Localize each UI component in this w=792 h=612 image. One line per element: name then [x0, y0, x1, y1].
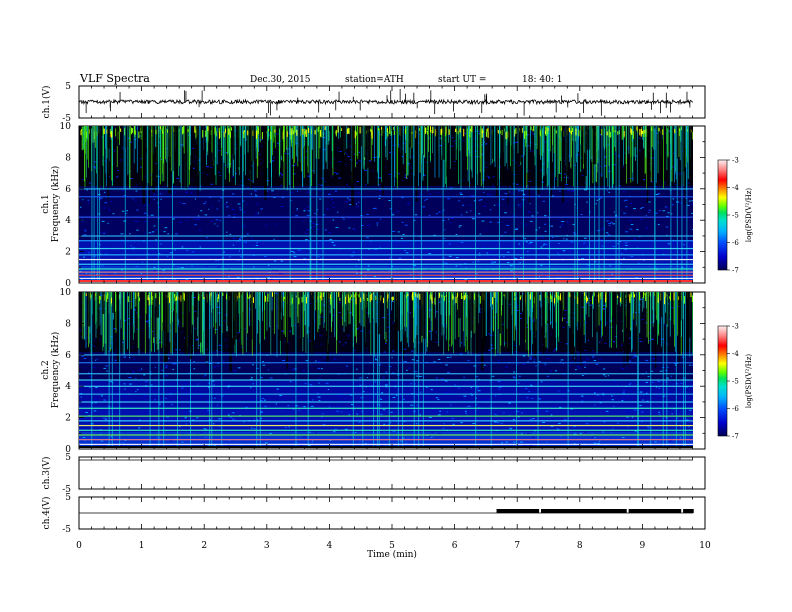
colorbar-tick-label: -7 [732, 267, 739, 275]
ch1-spectrogram-ylabel-freq: Frequency (kHz) [50, 166, 61, 243]
start-time: 18: 40: 1 [522, 75, 562, 85]
date-label: Dec.30, 2015 [250, 75, 311, 85]
y-tick-label: 0 [65, 445, 71, 455]
ch1-waveform-ylabel: ch.1(V) [41, 86, 52, 119]
y-tick-label: 6 [65, 185, 71, 195]
x-tick-label: 8 [577, 541, 583, 551]
x-tick-labels: 0 1 2 3 4 5 6 7 8 9 10 [76, 541, 711, 551]
x-tick-label: 1 [139, 541, 145, 551]
y-tick-label: -5 [62, 525, 71, 535]
y-tick-label: 4 [65, 216, 71, 226]
x-tick-label: 0 [76, 541, 82, 551]
colorbar-tick-label: -4 [732, 350, 739, 358]
colorbar-tick-label: -6 [732, 405, 739, 413]
axis-ticks [78, 86, 706, 529]
ch3-waveform-ylabel: ch.3(V) [41, 457, 52, 490]
y-tick-label: 10 [60, 122, 72, 132]
ch1-spectrogram-ylabel-channel: ch.1 [41, 194, 51, 213]
y-tick-label: -5 [62, 114, 71, 124]
ch2-spectrogram-ylabel-channel: ch.2 [41, 360, 51, 379]
x-tick-label: 6 [452, 541, 458, 551]
y-tick-label: 5 [65, 82, 71, 92]
ch1-colorbar: -3 -4 -5 -6 -7 log(PSD(V²/Hz) [717, 157, 753, 275]
x-tick-label: 7 [514, 541, 520, 551]
x-tick-label: 2 [201, 541, 207, 551]
ch4-waveform-ylabel: ch.4(V) [41, 497, 52, 530]
colorbar-tick-label: -6 [732, 239, 739, 247]
y-tick-label: -5 [62, 485, 71, 495]
colorbar-tick-label: -3 [732, 323, 739, 331]
station-label: station=ATH [345, 75, 404, 85]
y-tick-label: 2 [65, 248, 71, 258]
ch2-spectrogram-image [79, 292, 693, 448]
ch1-waveform-spikes [85, 88, 691, 116]
ch1-waveform-trace [78, 98, 694, 106]
y-tick-label: 5 [65, 453, 71, 463]
y-tick-label: 2 [65, 414, 71, 424]
x-tick-label: 3 [264, 541, 270, 551]
x-tick-label: 5 [389, 541, 395, 551]
start-label: start UT = [438, 75, 486, 85]
x-tick-label: 9 [640, 541, 646, 551]
figure-title: VLF Spectra [79, 72, 150, 85]
y-tick-label: 0 [65, 279, 71, 289]
x-tick-label: 4 [327, 541, 333, 551]
y-tick-label: 10 [60, 288, 72, 298]
ch2-colorbar: -3 -4 -5 -6 -7 log(PSD(V²/Hz) [717, 323, 753, 441]
ch1-spectrogram-image [79, 126, 693, 282]
colorbar-tick-label: -7 [732, 433, 739, 441]
colorbar-tick-label: -4 [732, 184, 739, 192]
ch1-colorbar-label: log(PSD(V²/Hz) [745, 188, 753, 243]
y-tick-label: 8 [65, 153, 71, 163]
colorbar-tick-label: -5 [732, 378, 739, 386]
x-axis-label: Time (min) [367, 549, 417, 560]
y-tick-label: 8 [65, 319, 71, 329]
ch2-spectrogram-ylabel-freq: Frequency (kHz) [50, 332, 61, 409]
y-tick-label: 6 [65, 351, 71, 361]
x-tick-label: 10 [699, 541, 711, 551]
ch2-colorbar-label: log(PSD(V²/Hz) [745, 354, 753, 409]
y-tick-label: 4 [65, 382, 71, 392]
y-tick-label: 5 [65, 493, 71, 503]
colorbar-tick-label: -3 [732, 157, 739, 165]
ch4-waveform-steps [496, 509, 694, 513]
colorbar-tick-label: -5 [732, 212, 739, 220]
